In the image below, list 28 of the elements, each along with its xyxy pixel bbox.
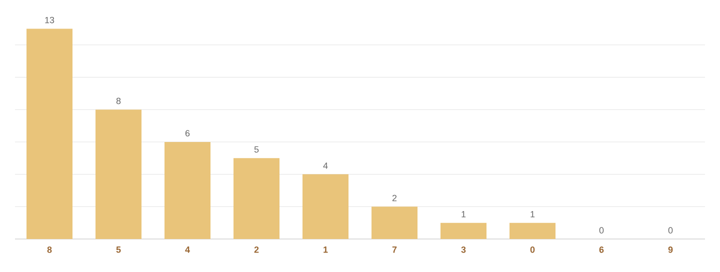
bar [372, 206, 418, 239]
x-tick-label: 0 [530, 246, 535, 253]
data-label: 4 [323, 162, 328, 169]
bar [164, 142, 211, 239]
bar [234, 158, 280, 239]
x-tick-label: 2 [254, 246, 259, 253]
data-label: 5 [254, 146, 259, 153]
x-tick-label: 1 [324, 246, 328, 253]
data-label: 13 [45, 16, 54, 24]
x-tick-label: 8 [47, 246, 52, 253]
bar [302, 174, 349, 239]
data-label: 0 [599, 227, 604, 234]
x-tick-label: 9 [668, 246, 673, 253]
x-tick-label: 7 [392, 246, 397, 253]
data-label: 1 [462, 211, 466, 218]
bar [26, 28, 73, 239]
data-label: 2 [392, 194, 397, 202]
data-label: 1 [530, 211, 535, 218]
x-tick-label: 4 [185, 246, 190, 253]
data-label: 8 [116, 98, 121, 104]
x-tick-label: 3 [461, 246, 466, 253]
bar [440, 222, 487, 239]
bar [510, 222, 556, 239]
x-tick-label: 5 [116, 246, 121, 253]
data-label: 0 [668, 227, 673, 234]
x-tick-label: 6 [599, 246, 604, 253]
bar [96, 110, 142, 239]
data-label: 6 [185, 130, 190, 136]
